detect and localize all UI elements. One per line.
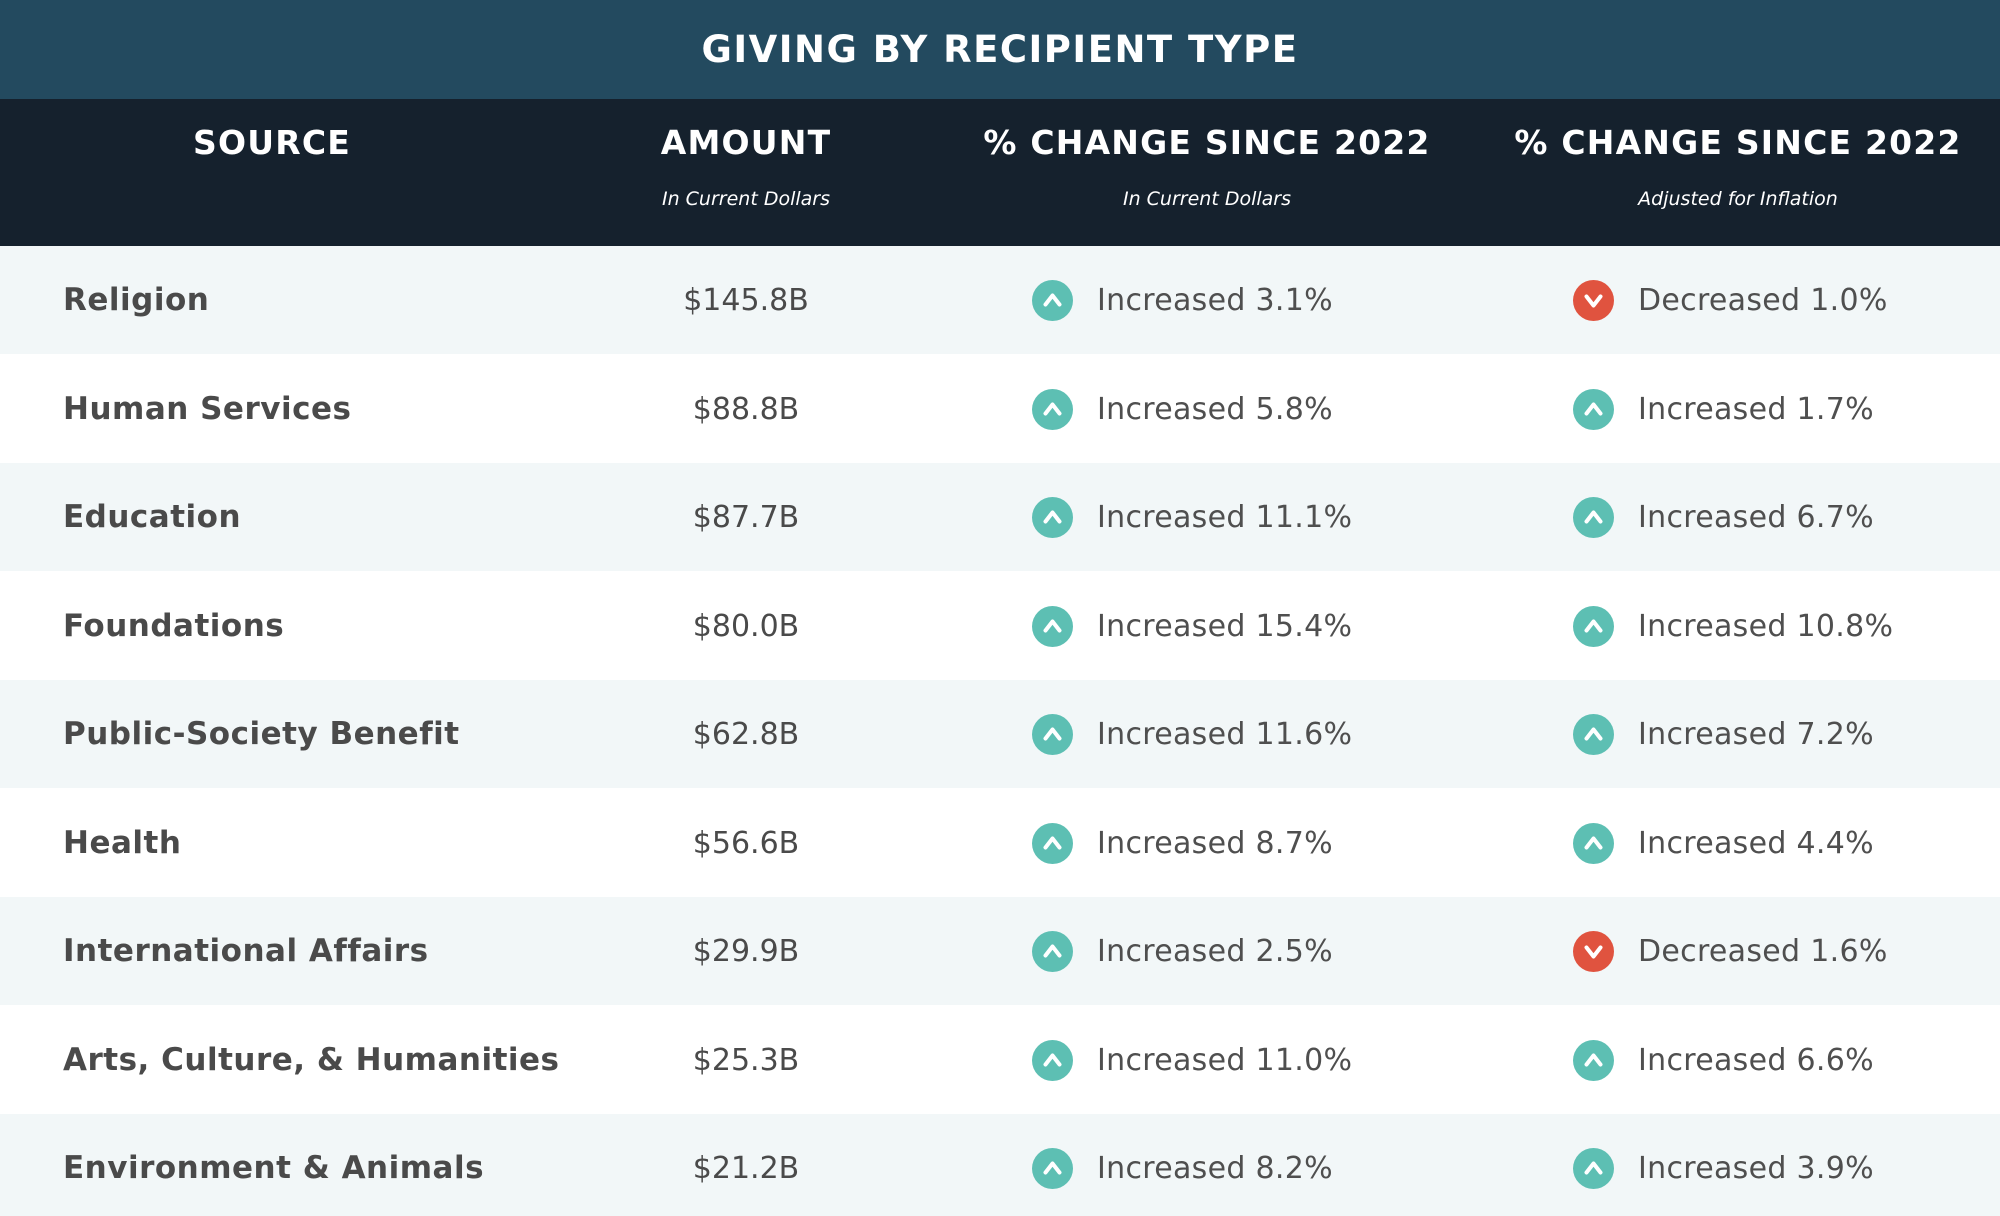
source-cell: Public-Society Benefit bbox=[63, 716, 460, 752]
amount-cell: $145.8B bbox=[683, 282, 809, 318]
amount-cell: $56.6B bbox=[692, 825, 800, 861]
amount-cell: $62.8B bbox=[692, 716, 800, 752]
table-row: Environment & Animals $21.2B Increased 8.2… bbox=[0, 1114, 2000, 1216]
change-text: Increased 3.1% bbox=[1097, 282, 1333, 318]
amount-cell: $88.8B bbox=[692, 391, 800, 427]
up-arrow-icon bbox=[1573, 1147, 1614, 1189]
change-inflation-cell: Increased 3.9% bbox=[1573, 1114, 1874, 1216]
change-text: Increased 5.8% bbox=[1097, 391, 1333, 427]
change-text: Increased 10.8% bbox=[1638, 608, 1894, 644]
source-cell: Environment & Animals bbox=[63, 1150, 485, 1186]
up-arrow-icon bbox=[1032, 279, 1073, 321]
up-arrow-icon bbox=[1032, 822, 1073, 864]
change-text: Decreased 1.0% bbox=[1638, 282, 1888, 318]
up-arrow-icon bbox=[1032, 496, 1073, 538]
amount-cell: $25.3B bbox=[692, 1042, 800, 1078]
source-cell: Health bbox=[63, 825, 182, 861]
change-current-cell: Increased 8.2% bbox=[1032, 1114, 1333, 1216]
up-arrow-icon bbox=[1573, 496, 1614, 538]
amount-cell: $29.9B bbox=[692, 933, 800, 969]
change-current-cell: Increased 11.6% bbox=[1032, 680, 1352, 788]
column-header-change-inflation: % CHANGE SINCE 2022 Adjusted for Inflati… bbox=[1488, 99, 1988, 246]
column-header-sublabel: In Current Dollars bbox=[661, 188, 830, 210]
change-text: Increased 8.7% bbox=[1097, 825, 1333, 861]
column-header-label: SOURCE bbox=[193, 123, 351, 162]
change-text: Increased 6.7% bbox=[1638, 499, 1874, 535]
up-arrow-icon bbox=[1032, 388, 1073, 430]
change-text: Increased 3.9% bbox=[1638, 1150, 1874, 1186]
change-text: Increased 11.0% bbox=[1097, 1042, 1353, 1078]
source-cell: Human Services bbox=[63, 391, 352, 427]
change-current-cell: Increased 5.8% bbox=[1032, 355, 1333, 463]
up-arrow-icon bbox=[1032, 1147, 1073, 1189]
column-header-row: SOURCE AMOUNT In Current Dollars % CHANG… bbox=[0, 99, 2000, 246]
change-current-cell: Increased 11.1% bbox=[1032, 463, 1352, 571]
up-arrow-icon bbox=[1573, 822, 1614, 864]
change-inflation-cell: Increased 6.7% bbox=[1573, 463, 1874, 571]
amount-cell: $21.2B bbox=[692, 1150, 800, 1186]
table-row: International Affairs $29.9B Increased 2.5… bbox=[0, 897, 2000, 1005]
change-inflation-cell: Increased 6.6% bbox=[1573, 1006, 1874, 1114]
change-text: Increased 15.4% bbox=[1097, 608, 1353, 644]
down-arrow-icon bbox=[1573, 930, 1614, 972]
change-inflation-cell: Decreased 1.6% bbox=[1573, 897, 1888, 1005]
change-text: Increased 8.2% bbox=[1097, 1150, 1333, 1186]
source-cell: Religion bbox=[63, 282, 210, 318]
up-arrow-icon bbox=[1032, 930, 1073, 972]
up-arrow-icon bbox=[1032, 1039, 1073, 1081]
up-arrow-icon bbox=[1573, 388, 1614, 430]
up-arrow-icon bbox=[1032, 605, 1073, 647]
column-header-label: % CHANGE SINCE 2022 bbox=[983, 123, 1431, 162]
column-header-sublabel: Adjusted for Inflation bbox=[1638, 188, 1838, 210]
change-text: Increased 4.4% bbox=[1638, 825, 1874, 861]
table-row: Human Services $88.8B Increased 5.8% Increa… bbox=[0, 355, 2000, 463]
column-header-source: SOURCE bbox=[0, 99, 544, 246]
change-inflation-cell: Increased 10.8% bbox=[1573, 572, 1893, 680]
change-current-cell: Increased 8.7% bbox=[1032, 789, 1333, 897]
column-header-change-current: % CHANGE SINCE 2022 In Current Dollars bbox=[950, 99, 1464, 246]
source-cell: International Affairs bbox=[63, 933, 429, 969]
change-inflation-cell: Increased 7.2% bbox=[1573, 680, 1874, 788]
column-header-label: AMOUNT bbox=[660, 123, 832, 162]
up-arrow-icon bbox=[1032, 713, 1073, 755]
table-body: Religion $145.8B Increased 3.1% Decreased 1… bbox=[0, 246, 2000, 1216]
table-row: Foundations $80.0B Increased 15.4% Increase… bbox=[0, 572, 2000, 680]
table-row: Religion $145.8B Increased 3.1% Decreased 1… bbox=[0, 246, 2000, 354]
column-header-label: % CHANGE SINCE 2022 bbox=[1514, 123, 1962, 162]
source-cell: Arts, Culture, & Humanities bbox=[63, 1042, 560, 1078]
up-arrow-icon bbox=[1573, 713, 1614, 755]
up-arrow-icon bbox=[1573, 605, 1614, 647]
change-current-cell: Increased 2.5% bbox=[1032, 897, 1333, 1005]
down-arrow-icon bbox=[1573, 279, 1614, 321]
change-text: Increased 2.5% bbox=[1097, 933, 1333, 969]
source-cell: Foundations bbox=[63, 608, 285, 644]
change-current-cell: Increased 15.4% bbox=[1032, 572, 1352, 680]
change-text: Increased 6.6% bbox=[1638, 1042, 1874, 1078]
change-inflation-cell: Decreased 1.0% bbox=[1573, 246, 1888, 354]
change-text: Increased 7.2% bbox=[1638, 716, 1874, 752]
title-bar: GIVING BY RECIPIENT TYPE bbox=[0, 0, 2000, 99]
table-title: GIVING BY RECIPIENT TYPE bbox=[701, 28, 1299, 71]
table-row: Education $87.7B Increased 11.1% Increased … bbox=[0, 463, 2000, 571]
column-header-sublabel: In Current Dollars bbox=[1122, 188, 1291, 210]
change-current-cell: Increased 3.1% bbox=[1032, 246, 1333, 354]
change-text: Increased 1.7% bbox=[1638, 391, 1874, 427]
change-inflation-cell: Increased 1.7% bbox=[1573, 355, 1874, 463]
column-header-amount: AMOUNT In Current Dollars bbox=[594, 99, 898, 246]
amount-cell: $80.0B bbox=[692, 608, 800, 644]
amount-cell: $87.7B bbox=[692, 499, 800, 535]
change-text: Increased 11.1% bbox=[1097, 499, 1353, 535]
table-row: Health $56.6B Increased 8.7% Increased 4.4% bbox=[0, 789, 2000, 897]
up-arrow-icon bbox=[1573, 1039, 1614, 1081]
change-text: Decreased 1.6% bbox=[1638, 933, 1888, 969]
change-inflation-cell: Increased 4.4% bbox=[1573, 789, 1874, 897]
table-row: Public-Society Benefit $62.8B Increased 11… bbox=[0, 680, 2000, 788]
change-text: Increased 11.6% bbox=[1097, 716, 1353, 752]
table-row: Arts, Culture, & Humanities $25.3B Increas… bbox=[0, 1006, 2000, 1114]
source-cell: Education bbox=[63, 499, 242, 535]
change-current-cell: Increased 11.0% bbox=[1032, 1006, 1352, 1114]
